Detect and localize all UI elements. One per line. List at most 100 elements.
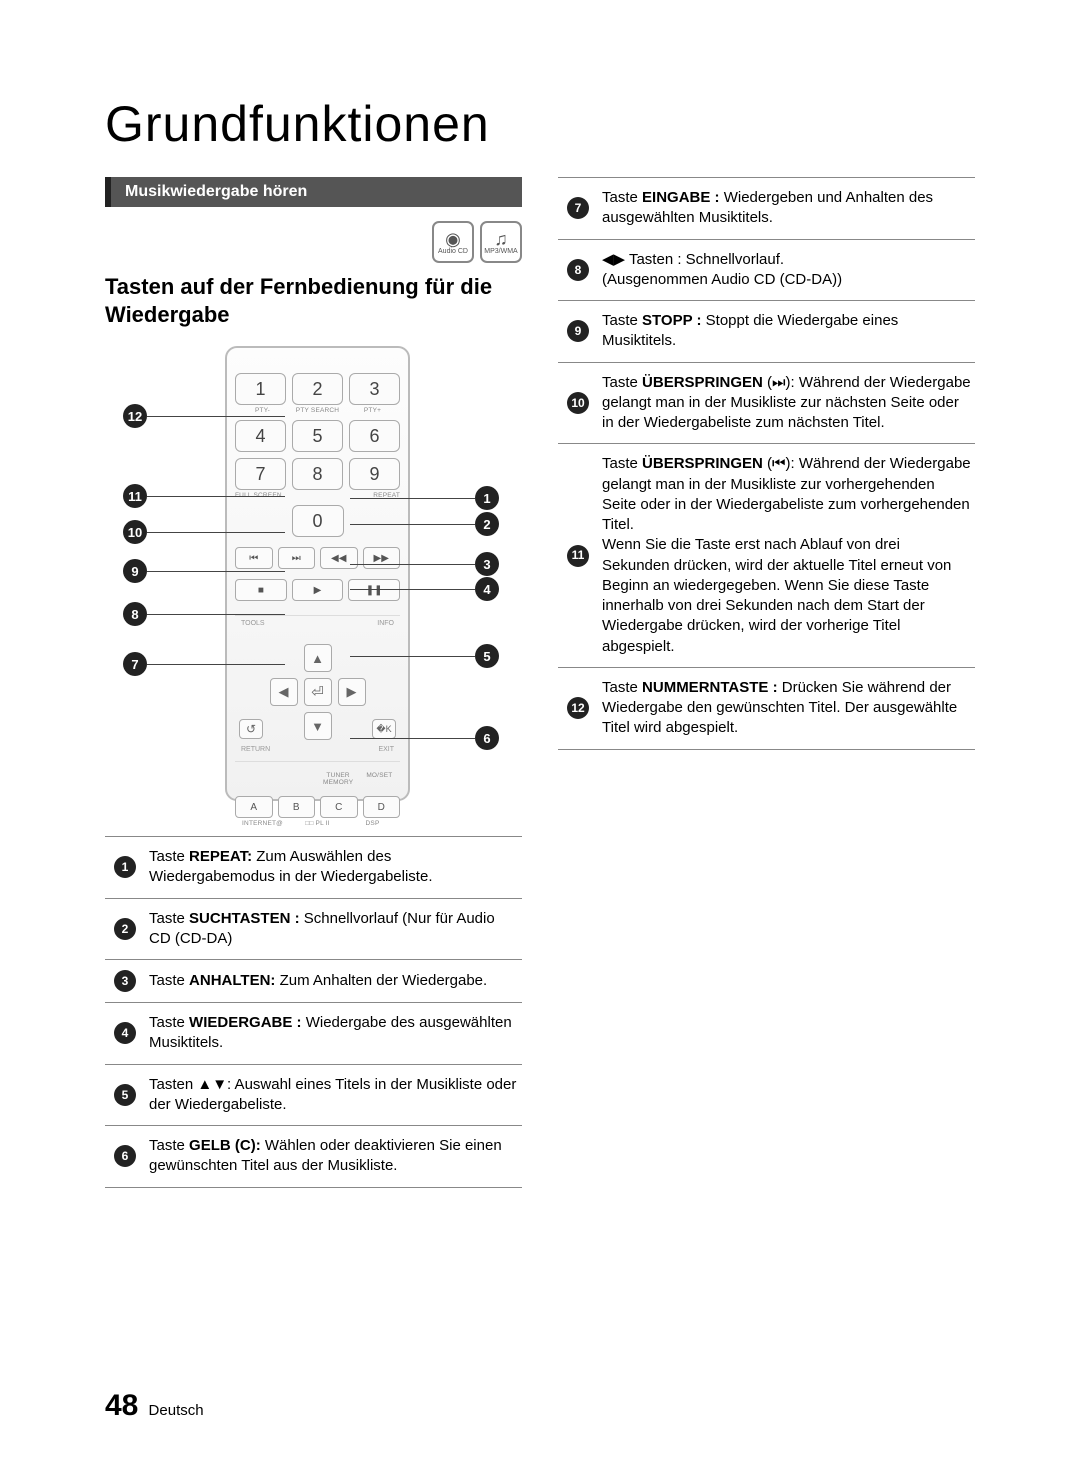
desc-row-12: 12 Taste NUMMERNTASTE : Drücken Sie währe… — [558, 667, 975, 749]
pty-plus: PTY+ — [345, 407, 400, 414]
desc-row-11: 11 Taste ÜBERSPRINGEN (⏮): Während der Wi… — [558, 444, 975, 668]
leader-11 — [147, 496, 285, 497]
callout-3: 3 — [475, 552, 499, 576]
desc-num-cell: 10 — [558, 362, 598, 444]
key-d: D — [363, 796, 401, 818]
audio-cd-icon: ◉ Audio CD — [432, 221, 474, 263]
desc-bold-2: SUCHTASTEN : — [189, 910, 300, 927]
return-label: RETURN — [241, 746, 270, 753]
subheading: Tasten auf der Fernbedienung für die Wie… — [105, 273, 522, 328]
remote-body: . 1 2 3 PTY- PTY SEARCH PTY+ 4 5 6 — [225, 346, 410, 801]
dpad-down: ▼ — [304, 712, 332, 740]
desc-row-10: 10 Taste ÜBERSPRINGEN (⏭): Während der Wi… — [558, 362, 975, 444]
desc-row-2: 2Taste SUCHTASTEN : Schnellvorlauf (Nur … — [105, 898, 522, 960]
note-glyph: ♫ — [494, 230, 508, 248]
return-key: ↺ — [239, 719, 263, 739]
desc-text-5: Tasten ▲▼: Auswahl eines Titels in der M… — [145, 1064, 522, 1126]
leader-10 — [147, 532, 285, 533]
leader-12 — [147, 416, 285, 417]
desc-num-cell: 9 — [558, 301, 598, 363]
plii-label: □□ PL II — [290, 820, 345, 827]
desc-bold-1: REPEAT: — [189, 848, 252, 865]
callout-12: 12 — [123, 404, 147, 428]
leader-6 — [350, 738, 475, 739]
pty-minus: PTY- — [235, 407, 290, 414]
number-grid: 1 2 3 — [235, 373, 400, 405]
leader-3 — [350, 564, 475, 565]
desc-text-12: Taste NUMMERNTASTE : Drücken Sie während… — [598, 667, 975, 749]
num-badge-11: 11 — [567, 545, 589, 567]
abcd-row: A B C D — [235, 796, 400, 818]
desc-row-1: 1 Taste REPEAT: Zum Auswählen des Wiederg… — [105, 837, 522, 899]
bottom-tiny-labels: INTERNET@ □□ PL II DSP — [235, 820, 400, 827]
desc-row-8: 8◀▶ Tasten : Schnellvorlauf. (Ausgenomme… — [558, 239, 975, 301]
skip-prev-key: ⏮ — [235, 547, 273, 569]
leader-4 — [350, 589, 475, 590]
direction-pad-area: TOOLS INFO RETURN EXIT ▲ ▼ ◀ ▶ ⏎ ↺ �K — [235, 615, 400, 755]
desc-text-1: Taste REPEAT: Zum Auswählen des Wiederga… — [145, 837, 522, 899]
num-badge-9: 9 — [567, 320, 589, 342]
desc-row-6: 6Taste GELB (C): Wählen oder deaktiviere… — [105, 1126, 522, 1188]
key-2: 2 — [292, 373, 343, 405]
desc-bold-3: ANHALTEN: — [189, 972, 275, 989]
desc-bold-4: WIEDERGABE : — [189, 1014, 302, 1031]
internet-label: INTERNET@ — [235, 820, 290, 827]
num-badge-10: 10 — [567, 392, 589, 414]
info-label: INFO — [377, 620, 394, 627]
transport-row-1: ⏮ ⏭ ◀◀ ▶▶ — [235, 547, 400, 569]
desc-num-cell: 2 — [105, 898, 145, 960]
leader-1 — [350, 498, 475, 499]
desc-bold-7: EINGABE : — [642, 189, 720, 206]
key-5: 5 — [292, 420, 343, 452]
mp3-wma-label: MP3/WMA — [484, 248, 517, 255]
key-a: A — [235, 796, 273, 818]
num-badge-3: 3 — [114, 970, 136, 992]
desc-bold-9: STOPP : — [642, 312, 701, 329]
desc-text-8: ◀▶ Tasten : Schnellvorlauf. (Ausgenommen… — [598, 239, 975, 301]
pty-labels: PTY- PTY SEARCH PTY+ — [235, 407, 400, 414]
leader-2 — [350, 524, 475, 525]
moset-label: MO/SET — [359, 772, 400, 786]
desc-num-cell: 11 — [558, 444, 598, 668]
desc-row-7: 7Taste EINGABE : Wiedergeben und Anhalte… — [558, 178, 975, 240]
audio-cd-label: Audio CD — [438, 248, 468, 255]
desc-text-10: Taste ÜBERSPRINGEN (⏭): Während der Wied… — [598, 362, 975, 444]
desc-table-right: 7Taste EINGABE : Wiedergeben und Anhalte… — [558, 177, 975, 750]
tools-label: TOOLS — [241, 620, 265, 627]
callout-1: 1 — [475, 486, 499, 510]
pty-search: PTY SEARCH — [290, 407, 345, 414]
leader-7 — [147, 664, 285, 665]
section-bar: Musikwiedergabe hören — [105, 177, 522, 207]
desc-num-cell: 8 — [558, 239, 598, 301]
key-6: 6 — [349, 420, 400, 452]
stop-key: ■ — [235, 579, 287, 601]
callout-6: 6 — [475, 726, 499, 750]
key-0: 0 — [292, 505, 344, 537]
key-c: C — [320, 796, 358, 818]
dpad-left: ◀ — [270, 678, 298, 706]
callout-9: 9 — [123, 559, 147, 583]
num-badge-7: 7 — [567, 197, 589, 219]
number-grid-2: 4 5 6 7 8 9 — [235, 420, 400, 490]
desc-text-4: Taste WIEDERGABE : Wiedergabe des ausgew… — [145, 1003, 522, 1065]
dpad-up: ▲ — [304, 644, 332, 672]
desc-text-2: Taste SUCHTASTEN : Schnellvorlauf (Nur f… — [145, 898, 522, 960]
desc-num-cell: 5 — [105, 1064, 145, 1126]
disc-glyph: ◉ — [445, 230, 461, 248]
num-badge-12: 12 — [567, 697, 589, 719]
play-key: ▶ — [292, 579, 344, 601]
dpad-right: ▶ — [338, 678, 366, 706]
callout-4: 4 — [475, 577, 499, 601]
desc-text-11: Taste ÜBERSPRINGEN (⏮): Während der Wied… — [598, 444, 975, 668]
chapter-title: Grundfunktionen — [105, 95, 975, 153]
two-column-layout: Musikwiedergabe hören ◉ Audio CD ♫ MP3/W… — [105, 177, 975, 1188]
fastfwd-key: ▶▶ — [363, 547, 401, 569]
key-8: 8 — [292, 458, 343, 490]
dpad-enter: ⏎ — [304, 678, 332, 706]
page-number: 48 — [105, 1389, 138, 1422]
desc-row-4: 4Taste WIEDERGABE : Wiedergabe des ausge… — [105, 1003, 522, 1065]
leader-5 — [350, 656, 475, 657]
desc-num-cell: 1 — [105, 837, 145, 899]
key-3: 3 — [349, 373, 400, 405]
num-badge-1: 1 — [114, 856, 136, 878]
